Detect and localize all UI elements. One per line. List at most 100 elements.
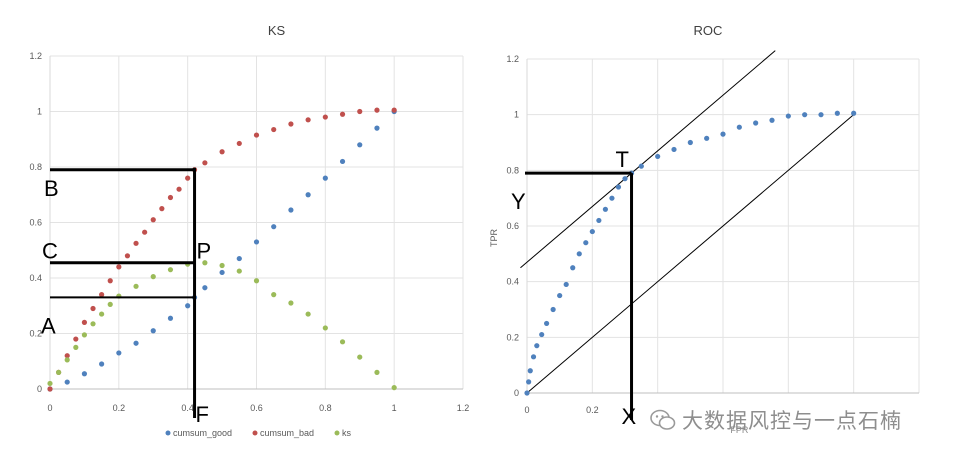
- data-point-cumsum_bad: [339, 111, 346, 117]
- data-point-ks: [90, 321, 96, 327]
- y-tick-label: 0.6: [506, 221, 519, 231]
- data-point-roc: [527, 368, 533, 374]
- data-point-roc: [589, 228, 595, 235]
- x-tick-label: 0.2: [113, 403, 126, 413]
- data-point-roc: [557, 292, 563, 299]
- annotation-label-B: B: [44, 176, 59, 201]
- annotation-label-X: X: [622, 404, 637, 429]
- watermark-text: 大数据风控与一点石楠: [682, 409, 902, 433]
- data-point-cumsum_good: [167, 315, 174, 321]
- legend-label-cumsum_good: cumsum_good: [173, 428, 232, 438]
- data-point-ks: [391, 385, 397, 391]
- data-point-ks: [47, 380, 53, 387]
- y-tick-label: 0.4: [29, 273, 42, 283]
- data-point-ks: [133, 283, 139, 289]
- y-tick-label: 0.2: [506, 332, 519, 342]
- data-point-cumsum_good: [219, 269, 225, 276]
- data-point-cumsum_good: [150, 328, 156, 334]
- data-point-roc: [526, 379, 532, 385]
- data-point-ks: [56, 369, 62, 375]
- data-point-cumsum_bad: [185, 175, 191, 181]
- data-point-cumsum_good: [271, 224, 277, 230]
- data-point-roc: [720, 131, 726, 137]
- data-point-roc: [576, 251, 582, 257]
- data-point-cumsum_good: [116, 350, 122, 356]
- y-tick-label: 0.8: [29, 162, 42, 172]
- data-point-roc: [539, 331, 545, 338]
- y-tick-label: 1.2: [506, 54, 519, 64]
- data-point-cumsum_good: [202, 285, 208, 291]
- y-tick-label: 0.6: [29, 218, 42, 228]
- annotation-label-P: P: [197, 239, 212, 264]
- data-point-roc: [802, 112, 808, 118]
- data-point-roc: [622, 176, 628, 182]
- tangent-line: [520, 50, 776, 269]
- data-point-cumsum_bad: [202, 160, 208, 166]
- y-tick-label: 0.8: [506, 165, 519, 175]
- data-point-cumsum_bad: [142, 229, 148, 235]
- data-point-cumsum_bad: [176, 186, 182, 192]
- data-point-roc: [753, 120, 759, 126]
- data-point-cumsum_bad: [305, 117, 311, 123]
- data-point-cumsum_bad: [357, 108, 363, 115]
- data-point-cumsum_good: [133, 340, 139, 346]
- chart-title: ROC: [694, 23, 723, 38]
- data-point-cumsum_bad: [90, 305, 96, 312]
- y-tick-label: 1.2: [29, 51, 42, 61]
- data-point-roc: [851, 110, 857, 116]
- data-point-roc: [704, 135, 710, 141]
- data-point-cumsum_good: [236, 255, 242, 262]
- data-point-cumsum_bad: [47, 386, 53, 392]
- annotation-label-A: A: [41, 313, 56, 338]
- data-point-ks: [202, 260, 208, 266]
- data-point-cumsum_bad: [81, 319, 88, 325]
- data-point-cumsum_good: [81, 371, 88, 377]
- chart-title: KS: [268, 23, 286, 38]
- data-point-ks: [271, 292, 277, 298]
- data-point-ks: [150, 274, 156, 280]
- data-point-ks: [374, 369, 380, 375]
- data-point-cumsum_bad: [116, 264, 122, 270]
- data-point-cumsum_bad: [73, 336, 79, 342]
- data-point-cumsum_bad: [107, 278, 113, 284]
- data-point-roc: [563, 281, 569, 288]
- data-point-ks: [167, 267, 174, 273]
- annotation-label-Y: Y: [511, 189, 526, 214]
- data-point-cumsum_bad: [271, 126, 277, 133]
- watermark: 大数据风控与一点石楠: [650, 402, 940, 438]
- data-point-ks: [107, 301, 113, 307]
- data-point-cumsum_good: [322, 175, 328, 181]
- x-tick-label: 0: [47, 403, 52, 413]
- data-point-cumsum_bad: [150, 217, 156, 223]
- data-point-cumsum_bad: [253, 132, 260, 138]
- x-tick-label: 1.2: [457, 403, 470, 413]
- data-point-cumsum_bad: [219, 149, 225, 155]
- data-point-roc: [583, 240, 589, 246]
- data-point-cumsum_good: [64, 379, 70, 385]
- y-axis-label: TPR: [489, 228, 499, 247]
- y-tick-label: 0: [514, 388, 519, 398]
- x-tick-label: 1: [392, 403, 397, 413]
- data-point-roc: [544, 320, 550, 327]
- data-point-ks: [219, 262, 225, 269]
- data-point-roc: [570, 265, 576, 271]
- data-point-roc: [524, 390, 530, 396]
- data-point-roc: [550, 306, 556, 313]
- data-point-cumsum_bad: [374, 107, 380, 113]
- y-tick-label: 0: [37, 384, 42, 394]
- data-point-cumsum_bad: [167, 194, 174, 201]
- y-tick-label: 1: [514, 110, 519, 120]
- data-point-cumsum_good: [288, 207, 294, 213]
- data-point-cumsum_bad: [64, 353, 70, 359]
- y-tick-label: 0.2: [29, 329, 42, 339]
- reference-diagonal: [526, 114, 854, 394]
- data-point-roc: [671, 146, 677, 153]
- data-point-roc: [769, 117, 775, 123]
- x-tick-label: 0.6: [250, 403, 263, 413]
- data-point-ks: [357, 354, 363, 360]
- data-point-ks: [253, 278, 260, 284]
- data-point-roc: [638, 163, 644, 169]
- data-point-cumsum_bad: [159, 206, 165, 212]
- data-point-roc: [785, 113, 791, 119]
